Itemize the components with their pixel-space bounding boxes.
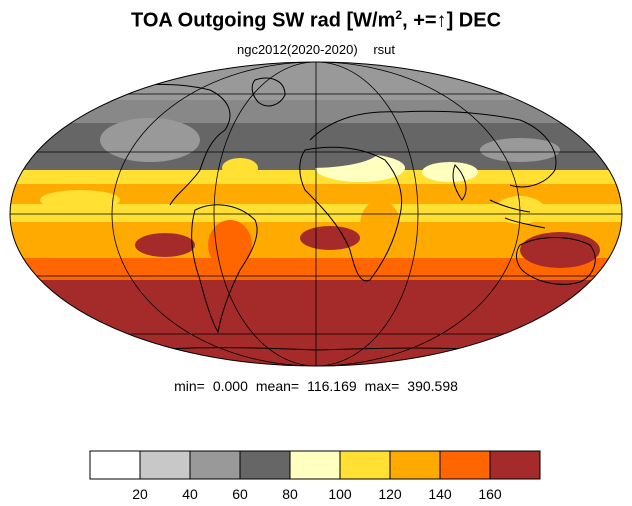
colorbar-box-4 <box>289 450 341 480</box>
map-fill <box>10 62 622 366</box>
patch-atlantic-n <box>222 158 258 178</box>
mean-label: mean= <box>255 378 300 394</box>
colorbar-tick-label: 120 <box>378 486 402 502</box>
globe-outline <box>9 61 623 367</box>
title-main: TOA Outgoing SW rad [W/m <box>130 9 396 32</box>
colorbar-box-1 <box>139 450 191 480</box>
patch-east-pacific <box>40 190 120 210</box>
colorbar-box-8 <box>489 450 541 480</box>
colorbar-boxes <box>89 450 541 480</box>
mean-value: 116.169 <box>307 378 357 394</box>
colorbar-box-0 <box>89 450 141 480</box>
coast-africa <box>299 146 403 282</box>
title-superscript: 2 <box>395 8 403 22</box>
colorbar-box-2 <box>189 450 241 480</box>
coast-maritime <box>489 199 546 229</box>
colorbar-box-5 <box>339 450 391 480</box>
min-value: 0.000 <box>212 378 248 394</box>
colorbar-box-7 <box>439 450 491 480</box>
patch-africa <box>360 200 400 250</box>
patch-south-pacific <box>135 233 195 257</box>
colorbar-tick-label: 20 <box>132 486 148 502</box>
coast-eurasia <box>309 110 557 188</box>
colorbar-tick-label: 100 <box>328 486 352 502</box>
coast-india <box>452 164 467 201</box>
max-label: max= <box>364 378 400 394</box>
patch-arabia <box>422 162 478 182</box>
colorbar-tick-label: 80 <box>282 486 298 502</box>
colorbar-tick-label: 60 <box>232 486 248 502</box>
patch-north-america <box>100 118 200 162</box>
coast-south-america <box>191 204 258 334</box>
subtitle-variable: rsut <box>373 42 395 57</box>
coast-australia <box>516 237 596 285</box>
subtitle: ngc2012(2020-2020) rsut <box>0 42 632 57</box>
patch-south-atlantic <box>300 226 360 250</box>
chart-title: TOA Outgoing SW rad [W/m2, +=↑] DEC <box>0 8 632 33</box>
stats-line: min= 0.000 mean= 116.169 max= 390.598 <box>0 378 632 394</box>
patch-asia <box>480 138 560 162</box>
patch-south-america <box>208 220 252 270</box>
max-value: 390.598 <box>407 378 458 394</box>
coast-greenland <box>251 77 286 107</box>
min-label: min= <box>174 378 205 394</box>
colorbar-tick-label: 160 <box>478 486 502 502</box>
colorbar-labels: 20 40 60 80 100 120 140 160 <box>132 486 502 502</box>
colorbar-tick-label: 40 <box>182 486 198 502</box>
subtitle-run: ngc2012(2020-2020) <box>236 42 358 57</box>
patch-north-atlantic <box>240 132 380 168</box>
colorbar-box-6 <box>389 450 441 480</box>
colorbar-tick-label: 140 <box>428 486 452 502</box>
title-tail: , +=↑] DEC <box>402 9 502 32</box>
colorbar-box-3 <box>239 450 291 480</box>
graticule-meridians <box>111 62 521 366</box>
